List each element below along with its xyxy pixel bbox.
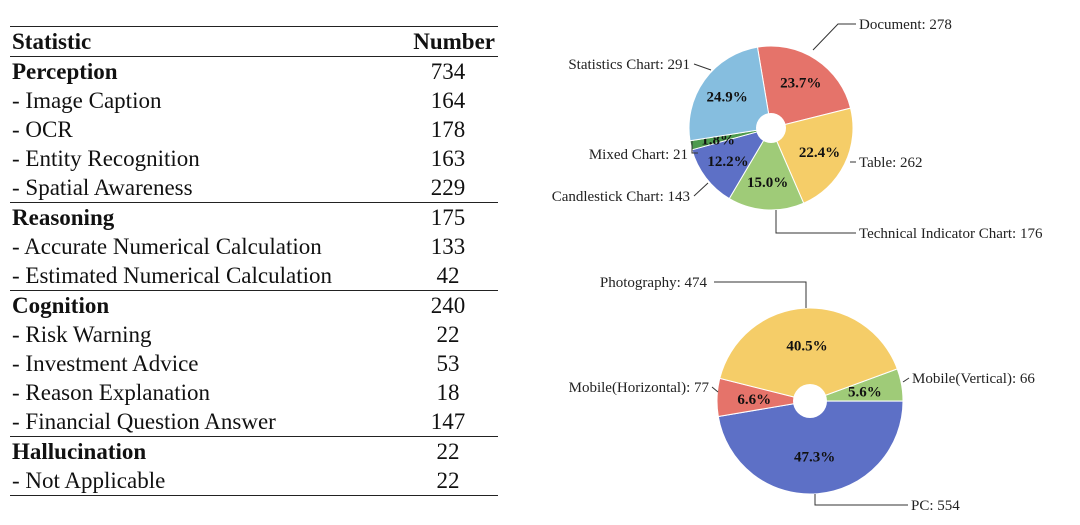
row-label: - Spatial Awareness [12, 175, 193, 200]
slice-percent-label: 24.9% [706, 89, 747, 105]
row-value: 22 [398, 466, 498, 496]
slice-category-label: Mobile(Horizontal): 77 [569, 380, 710, 396]
callout-line [902, 377, 910, 383]
slice-category-label: Mixed Chart: 21 [589, 147, 688, 163]
callout-line [775, 210, 856, 234]
header-number: Number [398, 26, 498, 57]
table-header-row: Statistic Number [10, 26, 498, 57]
table-row: - Reason Explanation 18 [10, 378, 498, 407]
callout-line [812, 23, 856, 51]
slice-percent-label: 12.2% [707, 154, 748, 170]
header-statistic: Statistic [10, 26, 398, 57]
table-row: - Image Caption 164 [10, 86, 498, 115]
slice-category-label: Photography: 474 [600, 275, 708, 291]
callout-line [714, 281, 807, 308]
row-value: 164 [430, 88, 466, 113]
group-row-cognition: Cognition 240 [10, 290, 498, 320]
group-value: 240 [398, 290, 498, 320]
table-row: - Entity Recognition 163 [10, 144, 498, 173]
callout-line [711, 386, 719, 393]
group-value: 734 [430, 59, 466, 84]
row-value: 18 [436, 380, 460, 405]
group-row-reasoning: Reasoning 175 [10, 202, 498, 232]
table-row: - Not Applicable 22 [10, 466, 498, 496]
row-label: - Reason Explanation [12, 380, 211, 405]
group-label: Perception [12, 59, 118, 84]
statistics-table: Statistic Number Perception 734 - Image … [10, 26, 498, 496]
pie-slice [809, 368, 904, 402]
slice-category-label: Table: 262 [859, 155, 923, 171]
slice-percent-label: 5.6% [848, 384, 882, 400]
slice-percent-label: 1.8% [701, 132, 735, 148]
callout-line [693, 182, 709, 197]
row-value: 229 [430, 175, 466, 200]
row-label: - OCR [12, 117, 73, 142]
callout-line [814, 494, 908, 506]
callout-line [691, 140, 698, 154]
table-row: - Risk Warning 22 [10, 320, 498, 349]
group-label: Hallucination [10, 436, 398, 466]
pie-slice [719, 307, 898, 402]
callout-line [693, 63, 712, 71]
slice-percent-label: 47.3% [794, 450, 835, 466]
slice-percent-label: 6.6% [737, 392, 771, 408]
pie-slice [770, 107, 854, 204]
group-label: Reasoning [10, 202, 398, 232]
table-row: - OCR 178 [10, 115, 498, 144]
slice-percent-label: 22.4% [799, 145, 840, 161]
slice-percent-label: 15.0% [747, 175, 788, 191]
slice-category-label: Statistics Chart: 291 [568, 57, 690, 73]
pie-slice [728, 126, 805, 211]
row-value: 147 [430, 409, 466, 434]
row-value: 163 [430, 146, 466, 171]
row-value: 42 [436, 263, 460, 288]
slice-category-label: Document: 278 [859, 17, 952, 33]
row-value: 53 [436, 351, 460, 376]
row-label: - Accurate Numerical Calculation [12, 234, 322, 259]
row-value: 178 [430, 117, 466, 142]
group-value: 22 [398, 436, 498, 466]
row-label: - Estimated Numerical Calculation [12, 263, 332, 288]
slice-category-label: Candlestick Chart: 143 [552, 189, 690, 205]
row-label: - Entity Recognition [12, 146, 200, 171]
group-row-perception: Perception 734 [10, 57, 498, 87]
table-row: - Estimated Numerical Calculation 42 [10, 261, 498, 291]
table-row: - Investment Advice 53 [10, 349, 498, 378]
row-label: - Investment Advice [12, 351, 199, 376]
group-label: Cognition [10, 290, 398, 320]
slice-percent-label: 40.5% [786, 338, 827, 354]
row-value: 133 [430, 234, 466, 259]
pie-slice [716, 377, 811, 418]
pie-slice [689, 127, 772, 151]
slice-category-label: Mobile(Vertical): 66 [912, 371, 1035, 387]
slice-category-label: Technical Indicator Chart: 176 [859, 226, 1043, 242]
group-value: 175 [398, 202, 498, 232]
group-row-hallucination: Hallucination 22 [10, 436, 498, 466]
pie-center-hole [756, 113, 786, 143]
pie-slice [688, 46, 772, 142]
pie-slice [756, 45, 852, 129]
pie-center-hole [793, 384, 827, 418]
row-label: - Image Caption [12, 88, 162, 113]
table-row: - Accurate Numerical Calculation 133 [10, 232, 498, 261]
row-label: - Risk Warning [12, 322, 152, 347]
pie-slice [717, 400, 904, 495]
table-row: - Financial Question Answer 147 [10, 407, 498, 437]
pie-slice [691, 127, 773, 200]
slice-category-label: PC: 554 [911, 498, 960, 514]
row-value: 22 [436, 322, 460, 347]
row-label: - Financial Question Answer [12, 409, 276, 434]
slice-percent-label: 23.7% [780, 76, 821, 92]
table-row: - Spatial Awareness 229 [10, 173, 498, 203]
row-label: - Not Applicable [10, 466, 398, 496]
